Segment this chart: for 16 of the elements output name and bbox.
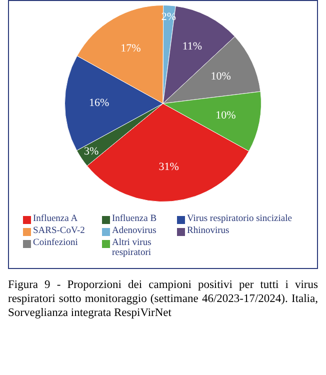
data-label: 3% — [84, 146, 99, 158]
data-label: 17% — [120, 42, 141, 54]
legend-label: SARS-CoV-2 — [33, 226, 85, 236]
data-label: 16% — [89, 97, 110, 110]
data-label: 11% — [182, 40, 202, 53]
legend-label: Rhinovirus — [187, 226, 230, 236]
data-label: 31% — [158, 160, 179, 173]
text: Figura 9 - Proporzioni dei campioni positivi per tutti i virus respiratori sotto monitoraggio (settimane 46/2023-17/2024). Italia, Sorveglianza integrata RespiVirNet — [8, 279, 318, 320]
legend-label: Altri virus respiratori — [112, 238, 152, 258]
legend-label: Virus respiratorio sinciziale — [187, 214, 292, 224]
legend-label: Adenovirus — [112, 226, 156, 236]
legend-label: Influenza B — [112, 214, 157, 224]
legend-label: Influenza A — [33, 214, 78, 224]
data-label: 10% — [210, 70, 231, 82]
legend-label: Coinfezioni — [33, 238, 78, 248]
data-label: 10% — [216, 110, 236, 122]
